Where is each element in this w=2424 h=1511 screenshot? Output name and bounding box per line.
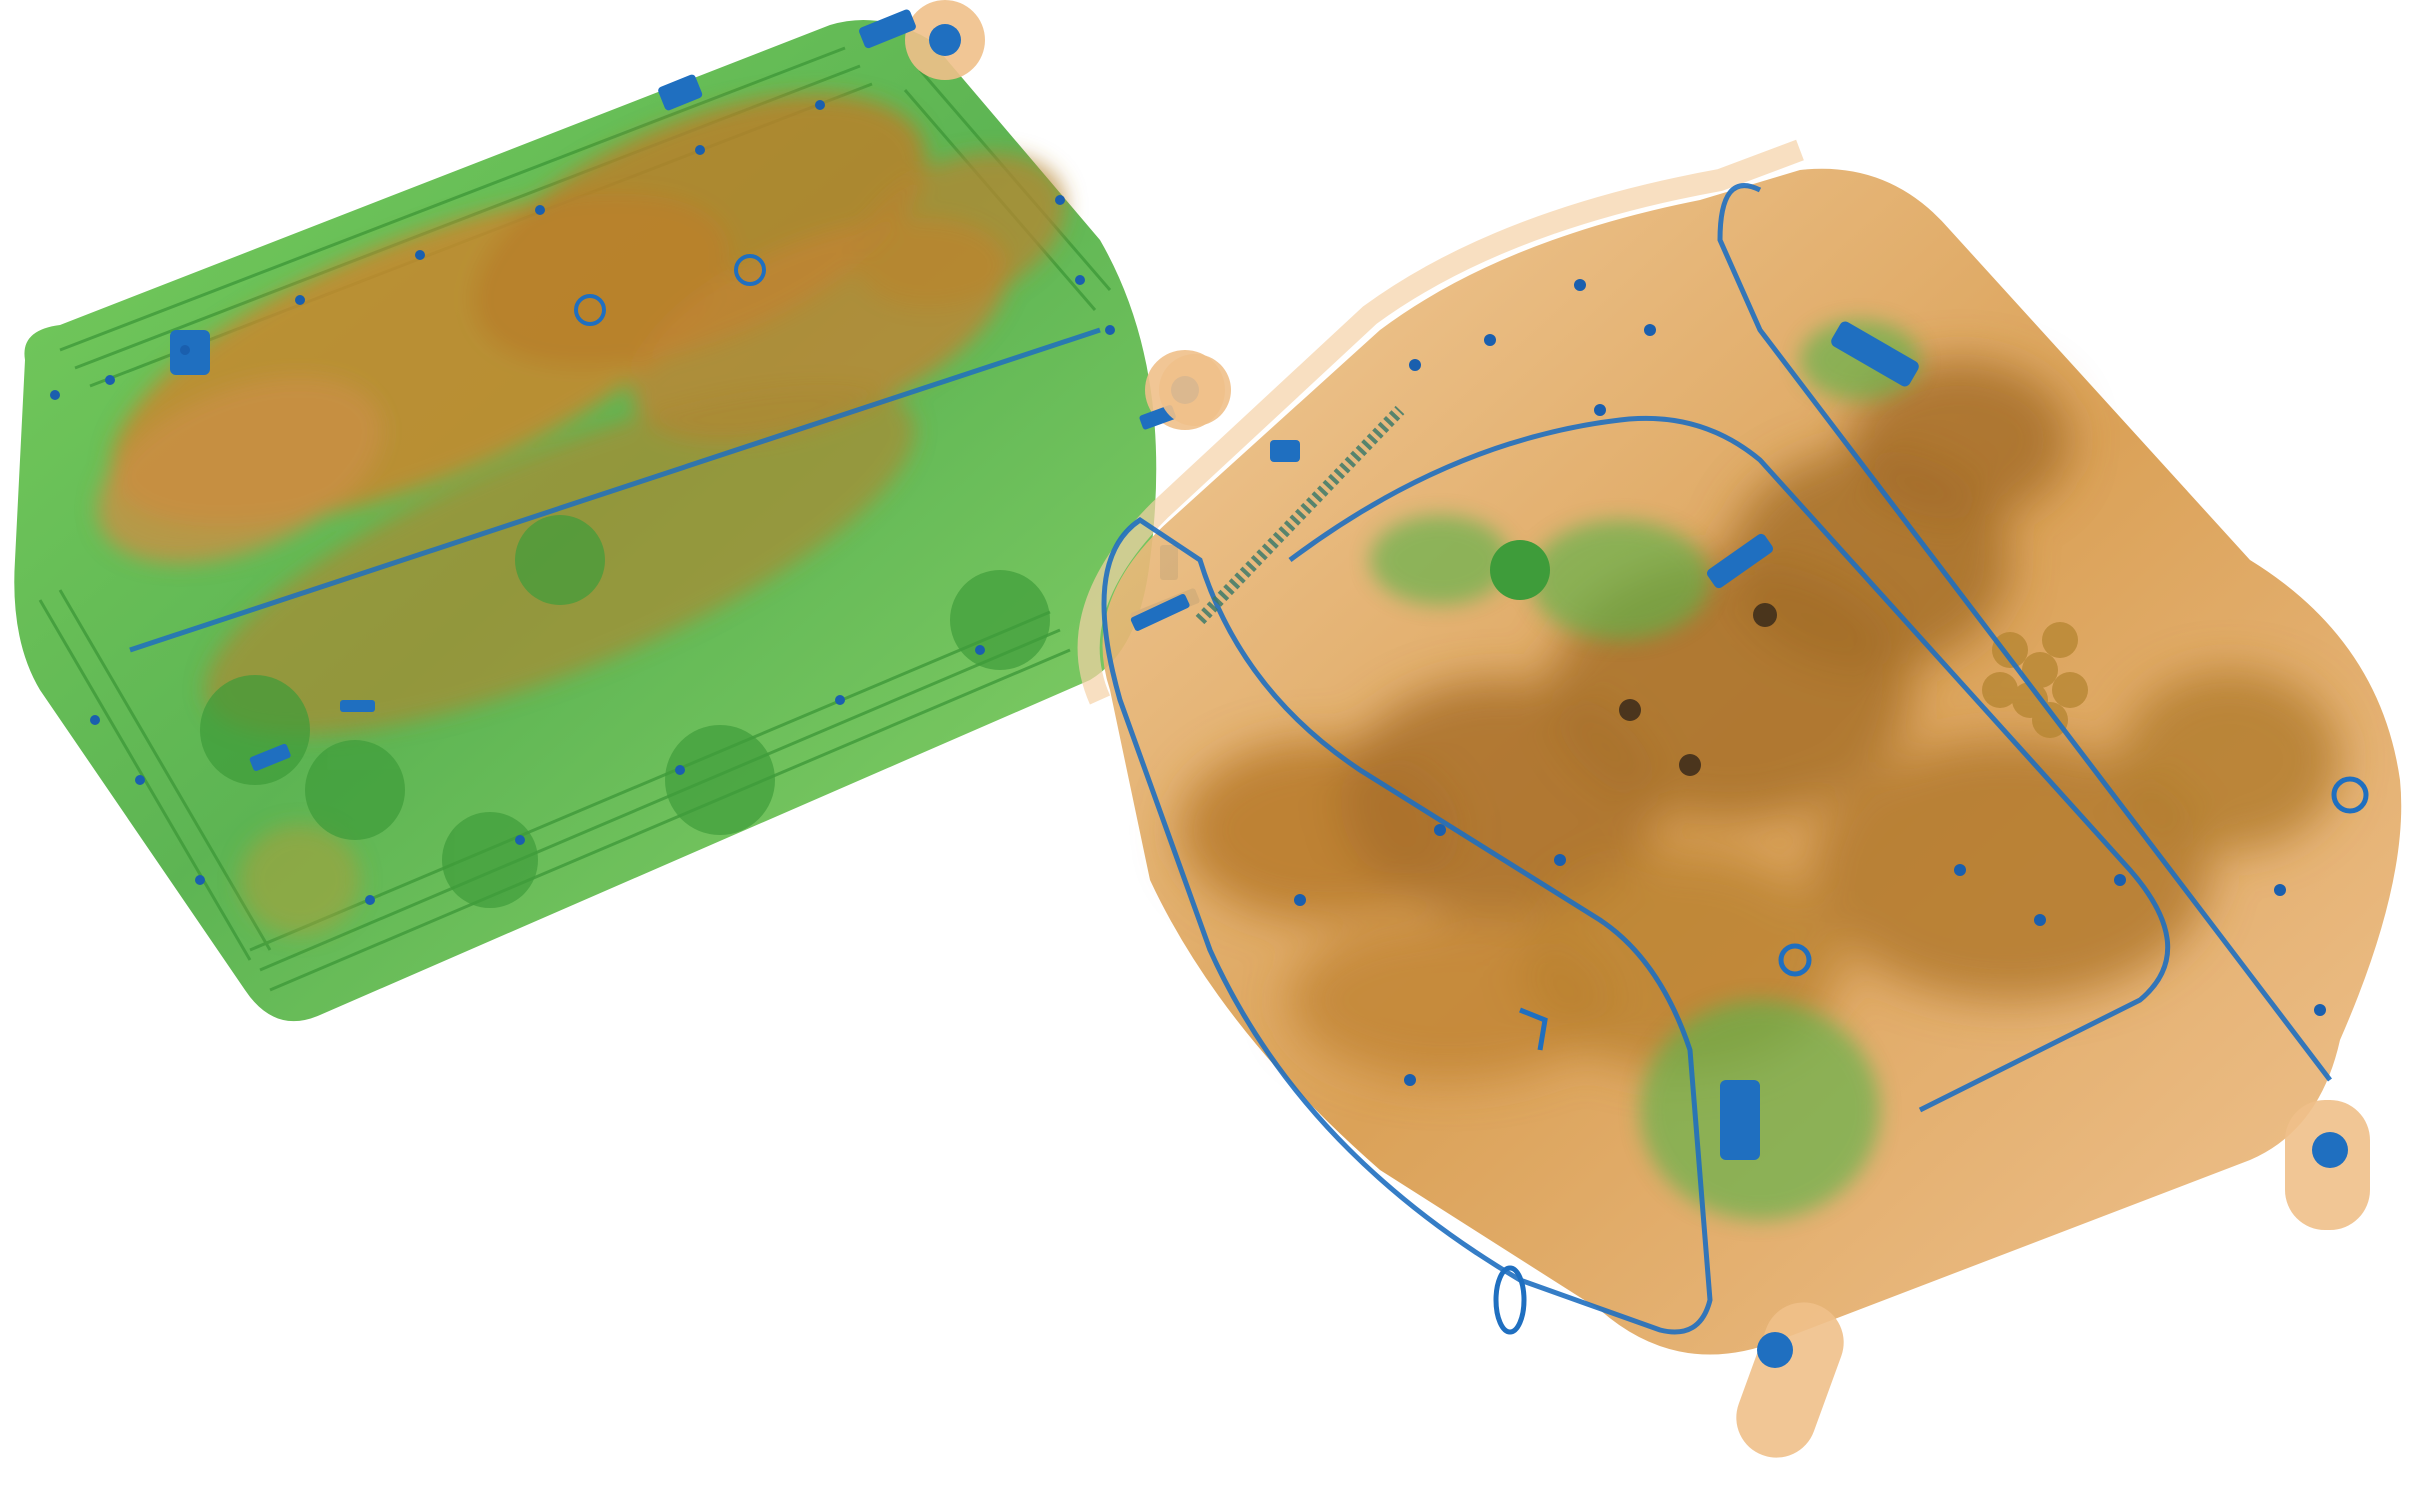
soft-duffel-bag [1077,139,2402,1458]
duffel-textured-item [1982,622,2088,738]
suitcase-round-items [200,515,1050,908]
hard-shell-suitcase [14,0,1225,1022]
suitcase-metal-rivets [50,100,1115,905]
duffel-top-frame-wire [1288,415,2171,1113]
duffel-outer-fabric [1077,139,1804,705]
duffel-zipper [1195,405,1405,625]
duffel-frame-wire [1101,516,1713,1335]
duffel-contents-organic [1180,360,2340,1080]
suitcase-handle-wire [129,327,1101,653]
duffel-wheels [1159,354,2370,1458]
duffel-right-wire [1717,183,2332,1082]
duffel-metal-parts [1130,321,2369,1335]
duffel-metal-rivets [1294,279,2326,1086]
duffel-dense-spots [1619,603,1777,776]
